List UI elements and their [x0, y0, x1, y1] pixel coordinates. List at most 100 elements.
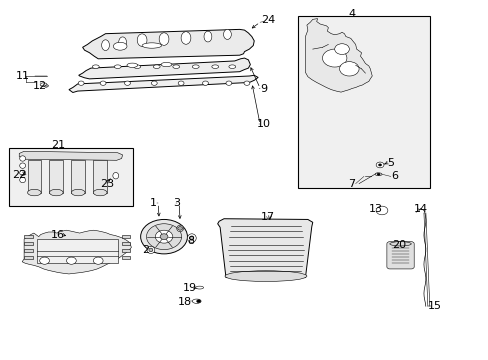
Circle shape: [375, 206, 387, 215]
Text: 23: 23: [100, 179, 114, 189]
Ellipse shape: [147, 246, 155, 253]
Bar: [9, 148, 133, 206]
Ellipse shape: [223, 30, 231, 40]
Bar: [24, 235, 33, 238]
Polygon shape: [217, 219, 312, 278]
Ellipse shape: [20, 156, 25, 161]
Ellipse shape: [127, 63, 138, 67]
Ellipse shape: [27, 189, 41, 196]
Circle shape: [100, 81, 106, 85]
Ellipse shape: [153, 65, 160, 68]
Text: 15: 15: [427, 301, 441, 311]
Bar: [122, 256, 130, 259]
Ellipse shape: [20, 163, 25, 168]
Text: 4: 4: [347, 9, 355, 19]
Circle shape: [225, 81, 231, 85]
Text: 19: 19: [183, 283, 197, 293]
Text: 2: 2: [142, 245, 149, 255]
Polygon shape: [305, 19, 371, 92]
Circle shape: [66, 257, 76, 264]
Text: 18: 18: [178, 297, 192, 307]
Circle shape: [141, 220, 187, 254]
Text: 17: 17: [260, 212, 274, 221]
Text: 6: 6: [390, 171, 397, 181]
Ellipse shape: [71, 189, 85, 196]
Circle shape: [375, 162, 383, 168]
Ellipse shape: [195, 286, 203, 289]
Ellipse shape: [228, 65, 235, 68]
Ellipse shape: [92, 65, 99, 68]
FancyBboxPatch shape: [386, 242, 413, 269]
Ellipse shape: [187, 234, 196, 242]
Ellipse shape: [176, 225, 183, 231]
Ellipse shape: [114, 65, 121, 68]
Bar: [298, 16, 429, 188]
Circle shape: [146, 224, 181, 249]
Bar: [24, 249, 33, 252]
Text: 12: 12: [33, 81, 47, 91]
Ellipse shape: [192, 299, 201, 303]
Text: 13: 13: [368, 204, 383, 214]
Polygon shape: [79, 58, 250, 79]
Ellipse shape: [119, 37, 126, 48]
Circle shape: [378, 164, 381, 166]
Text: 14: 14: [413, 204, 427, 214]
Ellipse shape: [203, 31, 211, 42]
Ellipse shape: [189, 236, 193, 240]
Text: 10: 10: [257, 120, 270, 129]
Bar: [37, 239, 118, 263]
Bar: [24, 256, 33, 259]
Ellipse shape: [224, 271, 306, 282]
Bar: [49, 160, 63, 193]
Circle shape: [339, 62, 358, 76]
Circle shape: [322, 49, 346, 67]
Ellipse shape: [113, 172, 119, 179]
Text: 7: 7: [347, 179, 355, 189]
Polygon shape: [82, 30, 254, 59]
Text: 11: 11: [16, 71, 30, 81]
Ellipse shape: [20, 177, 25, 183]
Bar: [27, 160, 41, 193]
Ellipse shape: [159, 33, 168, 45]
Ellipse shape: [102, 40, 109, 50]
Bar: [122, 249, 130, 252]
Bar: [24, 242, 33, 244]
Bar: [93, 160, 107, 193]
Ellipse shape: [192, 65, 199, 68]
Bar: [71, 160, 85, 193]
Ellipse shape: [374, 173, 381, 176]
Text: 3: 3: [172, 198, 180, 208]
Circle shape: [155, 230, 172, 243]
Circle shape: [376, 173, 379, 175]
Text: 1: 1: [149, 198, 157, 208]
Ellipse shape: [161, 62, 171, 67]
Circle shape: [334, 44, 348, 54]
Bar: [122, 235, 130, 238]
Text: 20: 20: [392, 240, 406, 250]
Ellipse shape: [211, 65, 218, 68]
Text: 24: 24: [260, 15, 274, 26]
Ellipse shape: [40, 83, 47, 86]
Circle shape: [196, 300, 200, 303]
Circle shape: [40, 257, 49, 264]
Ellipse shape: [137, 34, 147, 46]
Bar: [122, 242, 130, 244]
Ellipse shape: [181, 32, 190, 44]
Circle shape: [93, 257, 103, 264]
Text: 16: 16: [51, 230, 65, 239]
Ellipse shape: [113, 42, 127, 50]
Text: 21: 21: [51, 140, 65, 150]
Circle shape: [177, 226, 182, 230]
Circle shape: [178, 81, 183, 85]
Polygon shape: [22, 230, 131, 274]
Circle shape: [160, 234, 167, 239]
Circle shape: [244, 81, 249, 85]
Circle shape: [124, 81, 130, 85]
Polygon shape: [69, 75, 258, 93]
Ellipse shape: [149, 248, 153, 252]
Circle shape: [151, 81, 157, 85]
Ellipse shape: [20, 170, 25, 176]
Circle shape: [202, 81, 208, 85]
Text: 5: 5: [386, 158, 393, 168]
Text: 9: 9: [260, 84, 267, 94]
